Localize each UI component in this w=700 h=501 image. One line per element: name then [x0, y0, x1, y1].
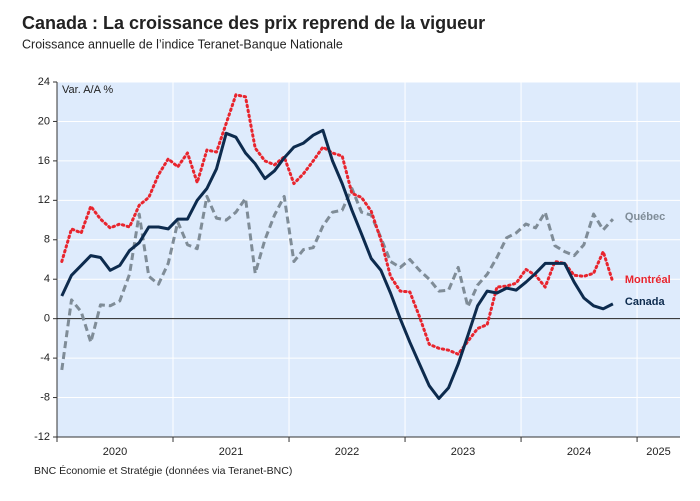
chart-title: Canada : La croissance des prix reprend …: [22, 13, 485, 33]
series-line: [60, 128, 614, 400]
y-tick-label: 12: [38, 194, 50, 206]
x-tick-label: 2023: [451, 446, 475, 458]
y-axis-label: Var. A/A %: [62, 84, 113, 96]
y-tick-label: 0: [44, 313, 50, 325]
series-line: [60, 187, 615, 371]
series-label: Canada: [625, 296, 666, 308]
plot-background: [57, 82, 680, 437]
y-tick-label: -12: [34, 431, 50, 443]
y-tick-label: -4: [40, 352, 50, 364]
y-tick-label: -8: [40, 391, 50, 403]
y-tick-label: 4: [44, 273, 50, 285]
x-tick-label: 2022: [335, 446, 359, 458]
x-tick-label: 2020: [103, 446, 127, 458]
x-tick-label: 2025: [646, 446, 670, 458]
y-tick-label: 24: [38, 76, 50, 88]
y-tick-label: 20: [38, 115, 50, 127]
series-label: Québec: [625, 211, 665, 223]
series-label: Montréal: [625, 274, 671, 286]
series-line: [60, 93, 615, 356]
y-tick-label: 16: [38, 155, 50, 167]
x-tick-label: 2024: [567, 446, 591, 458]
y-tick-label: 8: [44, 234, 50, 246]
source: BNC Économie et Stratégie (données via T…: [34, 464, 292, 477]
x-tick-label: 2021: [219, 446, 243, 458]
chart-subtitle: Croissance annuelle de l’indice Teranet-…: [22, 37, 343, 51]
